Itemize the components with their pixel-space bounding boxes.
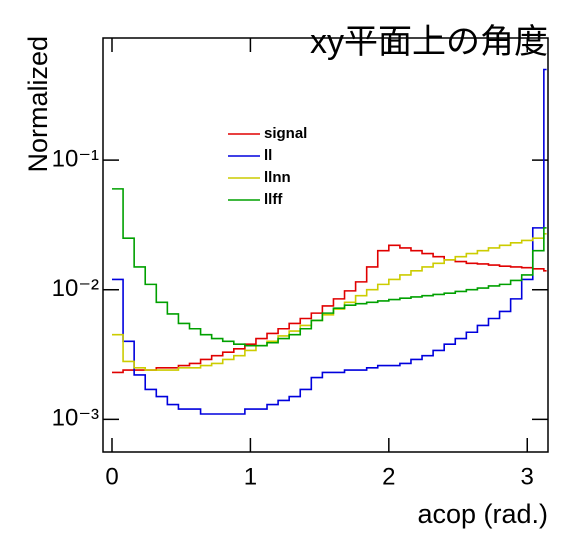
- y-axis-label: Normalized: [23, 36, 53, 173]
- x-tick-label: 3: [521, 463, 534, 490]
- y-tick-label: 10⁻¹: [52, 145, 99, 172]
- x-tick-label: 2: [382, 463, 395, 490]
- histogram-line: [111, 233, 547, 371]
- x-tick-label: 0: [105, 463, 118, 490]
- x-axis-label: acop (rad.): [417, 499, 548, 529]
- histogram-line: [111, 188, 547, 347]
- y-tick-label: 10⁻³: [52, 405, 99, 432]
- histogram-line: [111, 244, 547, 374]
- y-tick-label: 10⁻²: [52, 275, 99, 302]
- plot-frame: [102, 37, 549, 453]
- legend-label: signal: [264, 125, 307, 142]
- histogram-line: [111, 68, 547, 415]
- legend-label: ll: [264, 147, 272, 164]
- legend-label: llnn: [264, 169, 291, 186]
- legend-label: llff: [264, 191, 283, 208]
- x-tick-label: 1: [244, 463, 257, 490]
- chart-title: xy平面上の角度: [310, 23, 548, 61]
